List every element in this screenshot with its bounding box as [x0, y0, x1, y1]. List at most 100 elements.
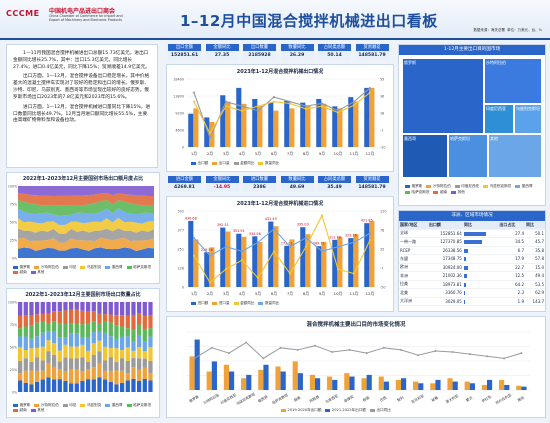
bar-period-1 — [206, 371, 212, 390]
line-point — [336, 268, 340, 271]
data-label: 269.71 — [313, 242, 325, 246]
bar-quantity — [257, 106, 263, 147]
table-row[interactable]: 全球 152851.64 27.4 50.1 — [399, 229, 545, 238]
stacked-bar-segment — [131, 350, 136, 359]
kpi-label: 贸易顺差 — [355, 44, 389, 51]
stacked-bar-segment — [57, 311, 62, 324]
kpi-label: 占同类总额 — [318, 44, 351, 51]
bar-quantity — [337, 108, 343, 147]
stacked-bar-segment — [23, 349, 28, 359]
treemap-cell[interactable]: 印度尼西亚 — [484, 104, 514, 134]
export-bar-cell — [462, 271, 499, 281]
stacked-bar-segment — [23, 326, 28, 337]
export-value: 30924.00 — [427, 263, 463, 272]
kpi-value: 27.35 — [205, 51, 239, 60]
export-bar-cell — [462, 297, 499, 306]
stacked-bar-segment — [18, 360, 23, 374]
area-series — [18, 186, 154, 197]
region-table-panel: 非洲、区域市场情况 国家/地区 出口额 同比 出口占比 同比 全球 152851.64 27.… — [398, 210, 546, 312]
export-share-area-chart: 100% 75% 50% 25% 0% — [8, 185, 154, 261]
stacked-bar-segment — [29, 348, 34, 363]
org-name: 中国机电产品进出口商会 China Chamber of Commerce fo… — [49, 6, 159, 23]
table-row[interactable]: 东盟 17348.75 17.9 57.8 — [399, 254, 545, 264]
x-tick-label: 泰国 — [362, 395, 371, 403]
legend-swatch — [369, 408, 375, 412]
kpi-value: 148581.79 — [355, 51, 389, 60]
stacked-bar-segment — [131, 367, 136, 379]
bar-quantity — [353, 101, 359, 147]
legend-label: 其他 — [37, 408, 45, 412]
line-point — [288, 245, 292, 248]
import-kpi-3: 数量同比 49.69 — [280, 176, 314, 192]
cccme-logo: CCCME — [6, 9, 40, 18]
bar-amount — [332, 106, 338, 147]
legend-label: 金额同比 — [240, 301, 255, 305]
line-point — [224, 268, 228, 271]
bar-period-2 — [332, 379, 338, 390]
export-bar-cell — [462, 237, 499, 247]
line-point — [192, 100, 196, 103]
bar-amount — [316, 98, 322, 147]
line-point — [368, 86, 372, 90]
bar-period-1 — [447, 378, 453, 390]
stacked-bar-segment — [142, 315, 147, 329]
bar-quantity — [193, 108, 199, 147]
y2-tick-label: -20 — [380, 146, 386, 150]
stacked-bar-segment — [120, 336, 125, 351]
stacked-bar-segment — [35, 336, 40, 348]
treemap-cell[interactable]: 乌兹别克斯坦 — [514, 104, 542, 134]
export-share-bar — [463, 282, 467, 287]
legend-swatch — [126, 403, 132, 407]
treemap-legend: 俄罗斯 沙特阿拉伯 印度尼西亚 乌兹别克斯坦 墨西哥哈萨克斯坦 越南 其他 — [401, 183, 543, 195]
bar-amount — [300, 227, 306, 287]
table-row[interactable]: 北美 3360.76 2.3 62.9 — [399, 288, 545, 298]
y-tick-label: 25% — [10, 368, 17, 372]
table-row[interactable]: 大洋洲 3029.05 1.9 143.7 — [399, 297, 545, 306]
stacked-bar-segment — [91, 367, 96, 380]
export-kpi-2: 出口数量 2185928 — [243, 44, 276, 60]
y-tick-label: 100% — [8, 185, 17, 189]
stacked-bar-segment — [29, 384, 34, 392]
bar-period-1 — [292, 361, 298, 390]
treemap-cell[interactable]: 其他 — [488, 134, 542, 178]
legend-label: 哈萨克斯坦 — [133, 265, 152, 269]
stacked-bar-segment — [74, 323, 79, 334]
stacked-bar-segment — [137, 358, 142, 370]
stacked-bar-segment — [91, 355, 96, 368]
legend-label: 俄罗斯 — [19, 403, 31, 407]
bar-period-1 — [241, 378, 247, 390]
stacked-bar-segment — [114, 302, 119, 316]
stacked-bar-segment — [23, 370, 28, 383]
export-kpi-5: 贸易顺差 148581.79 — [355, 44, 389, 60]
legend-label: 印尼 — [69, 403, 77, 407]
export-share-legend: 俄罗斯 沙特阿拉伯 印尼 乌兹别克 墨西哥 哈萨克斯坦越南 其他 — [9, 265, 157, 275]
export-share-bar — [463, 257, 467, 262]
bar-quantity — [257, 242, 263, 287]
bar-period-2 — [315, 378, 321, 390]
stacked-bar-segment — [52, 302, 57, 312]
table-row[interactable]: 拉美 18973.81 64.2 53.5 — [399, 280, 545, 289]
x-tick-label: 乌兹别克斯坦 — [235, 391, 256, 406]
export-value: 21002.36 — [427, 271, 463, 281]
table-row[interactable]: 非洲 21002.36 12.5 49.4 — [399, 271, 545, 281]
stacked-bar-segment — [40, 302, 45, 314]
kpi-value: 2185928 — [243, 51, 276, 60]
table-row[interactable]: 欧洲 30924.00 22.7 15.0 — [399, 263, 545, 272]
stacked-bar-segment — [148, 302, 153, 316]
table-row[interactable]: RCEP 26338.56 6.7 35.8 — [399, 246, 545, 255]
bar-amount — [220, 227, 226, 287]
kpi-value: 2386 — [243, 183, 276, 192]
treemap-cell[interactable]: 哈萨克斯坦 — [448, 134, 488, 178]
line-point — [272, 227, 276, 230]
legend-swatch — [105, 265, 111, 269]
treemap-cell[interactable]: 俄罗斯 — [402, 58, 484, 134]
treemap-cell[interactable]: 沙特阿拉伯 — [484, 58, 542, 104]
legend-label: 乌兹别克 — [86, 403, 102, 407]
export-qty-share-title: 2022年1-2023年12月主要国别市场出口数量占比 — [25, 292, 141, 298]
treemap-cell[interactable]: 墨西哥 — [402, 134, 448, 178]
export-share-bar — [463, 265, 469, 270]
stacked-bar-segment — [91, 302, 96, 312]
table-row[interactable]: 一带一路 127370.85 34.5 45.7 — [399, 237, 545, 247]
line-qty-growth — [193, 228, 371, 257]
stacked-bar-segment — [29, 338, 34, 349]
